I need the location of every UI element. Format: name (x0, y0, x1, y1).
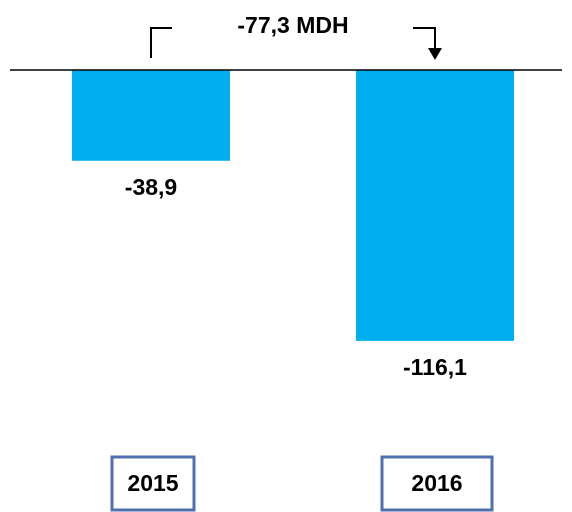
category-box (380, 455, 494, 512)
value-label: -38,9 (125, 174, 177, 200)
value-label: -116,1 (403, 354, 467, 380)
bar (72, 70, 230, 161)
x-tick-label: 2016 (411, 470, 462, 496)
annotation: -77,3 MDH (237, 12, 348, 38)
category-box (110, 455, 196, 512)
x-tick-label: 2015 (127, 470, 178, 496)
bar (356, 70, 514, 341)
arrow-head (428, 48, 442, 60)
bracket-right (413, 27, 436, 52)
bracket-left (150, 27, 172, 58)
